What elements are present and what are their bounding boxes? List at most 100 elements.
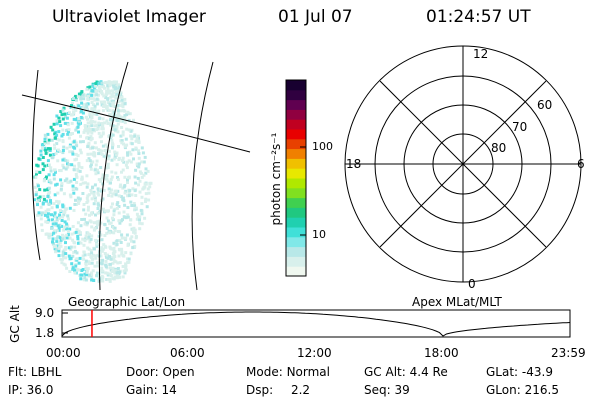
- emission-pixel: [78, 95, 82, 99]
- emission-pixel: [77, 200, 80, 204]
- emission-pixel: [53, 220, 57, 224]
- emission-pixel: [110, 93, 114, 97]
- emission-pixel: [74, 152, 78, 156]
- emission-pixel: [109, 89, 113, 93]
- emission-pixel: [61, 163, 65, 167]
- emission-pixel: [120, 250, 124, 254]
- emission-pixel: [127, 118, 131, 122]
- emission-pixel: [124, 268, 128, 272]
- polar-plot: [344, 45, 582, 283]
- emission-pixel: [123, 184, 127, 188]
- emission-pixel: [108, 262, 112, 266]
- emission-pixel: [116, 230, 120, 233]
- emission-pixel: [66, 214, 70, 218]
- emission-pixel: [76, 95, 80, 99]
- emission-pixel: [110, 188, 113, 192]
- emission-pixel: [120, 252, 124, 256]
- emission-pixel: [95, 123, 99, 127]
- emission-pixel: [71, 113, 74, 117]
- emission-pixel: [86, 231, 90, 235]
- emission-pixel: [53, 247, 57, 251]
- emission-pixel: [108, 272, 112, 276]
- emission-pixel: [121, 108, 125, 112]
- emission-pixel: [82, 203, 86, 206]
- emission-pixel: [96, 191, 100, 195]
- emission-pixel: [46, 188, 50, 192]
- emission-pixel: [36, 164, 40, 168]
- emission-pixel: [104, 174, 108, 177]
- emission-pixel: [113, 271, 117, 275]
- emission-pixel: [122, 254, 126, 258]
- emission-pixel: [118, 248, 122, 252]
- emission-pixel: [133, 134, 137, 138]
- emission-pixel: [103, 222, 107, 226]
- emission-pixel: [85, 103, 89, 107]
- emission-pixel: [44, 135, 48, 139]
- emission-pixel: [148, 185, 152, 189]
- emission-pixel: [84, 212, 88, 216]
- emission-pixel: [59, 178, 63, 182]
- emission-pixel: [98, 251, 102, 255]
- emission-pixel: [91, 83, 95, 87]
- emission-pixel: [110, 141, 114, 145]
- emission-pixel: [81, 111, 85, 115]
- emission-pixel: [115, 127, 119, 131]
- emission-pixel: [111, 216, 114, 220]
- emission-pixel: [40, 228, 44, 232]
- emission-pixel: [117, 100, 121, 104]
- emission-pixel: [83, 239, 87, 243]
- emission-pixel: [101, 258, 105, 262]
- emission-pixel: [102, 104, 106, 108]
- emission-pixel: [42, 197, 46, 201]
- emission-pixel: [97, 89, 100, 93]
- ip-value: 36.0: [26, 383, 54, 397]
- emission-pixel: [106, 179, 110, 183]
- emission-pixel: [51, 128, 55, 132]
- emission-pixel: [75, 181, 79, 184]
- emission-pixel: [75, 257, 79, 261]
- emission-pixel: [90, 116, 94, 120]
- emission-pixel: [71, 152, 75, 156]
- emission-pixel: [115, 239, 119, 243]
- emission-pixel: [61, 233, 64, 237]
- emission-pixel: [93, 141, 97, 145]
- emission-pixel: [46, 193, 50, 197]
- gc-alt-value: 4.4 Re: [409, 365, 448, 379]
- mode-value: Normal: [286, 365, 330, 379]
- emission-pixel: [97, 188, 101, 192]
- emission-pixel: [80, 218, 84, 221]
- colorbar-swatch: [286, 236, 306, 248]
- emission-pixel: [126, 194, 130, 198]
- emission-pixel: [101, 247, 105, 251]
- emission-pixel: [47, 163, 51, 167]
- emission-pixel: [111, 133, 115, 137]
- emission-pixel: [85, 159, 89, 163]
- emission-pixel: [147, 191, 151, 195]
- emission-pixel: [146, 187, 150, 191]
- emission-pixel: [105, 227, 109, 230]
- emission-pixel: [82, 250, 86, 254]
- emission-pixel: [83, 125, 87, 129]
- colorbar-swatch: [286, 158, 306, 169]
- emission-pixel: [95, 93, 99, 97]
- emission-pixel: [113, 150, 117, 154]
- emission-pixel: [120, 103, 124, 107]
- emission-pixel: [56, 216, 60, 220]
- emission-pixel: [74, 198, 77, 202]
- emission-pixel: [77, 120, 81, 124]
- emission-pixel: [107, 109, 111, 113]
- emission-pixel: [110, 158, 114, 162]
- emission-pixel: [39, 205, 43, 209]
- emission-pixel: [114, 87, 118, 91]
- emission-pixel: [107, 134, 111, 138]
- emission-pixel: [79, 106, 83, 110]
- emission-pixel: [95, 128, 98, 132]
- emission-pixel: [118, 261, 122, 265]
- emission-pixel: [66, 132, 70, 136]
- emission-pixel: [92, 221, 96, 225]
- emission-pixel: [77, 162, 81, 165]
- emission-pixel: [97, 193, 101, 197]
- emission-pixel: [85, 223, 89, 227]
- emission-pixel: [66, 165, 70, 169]
